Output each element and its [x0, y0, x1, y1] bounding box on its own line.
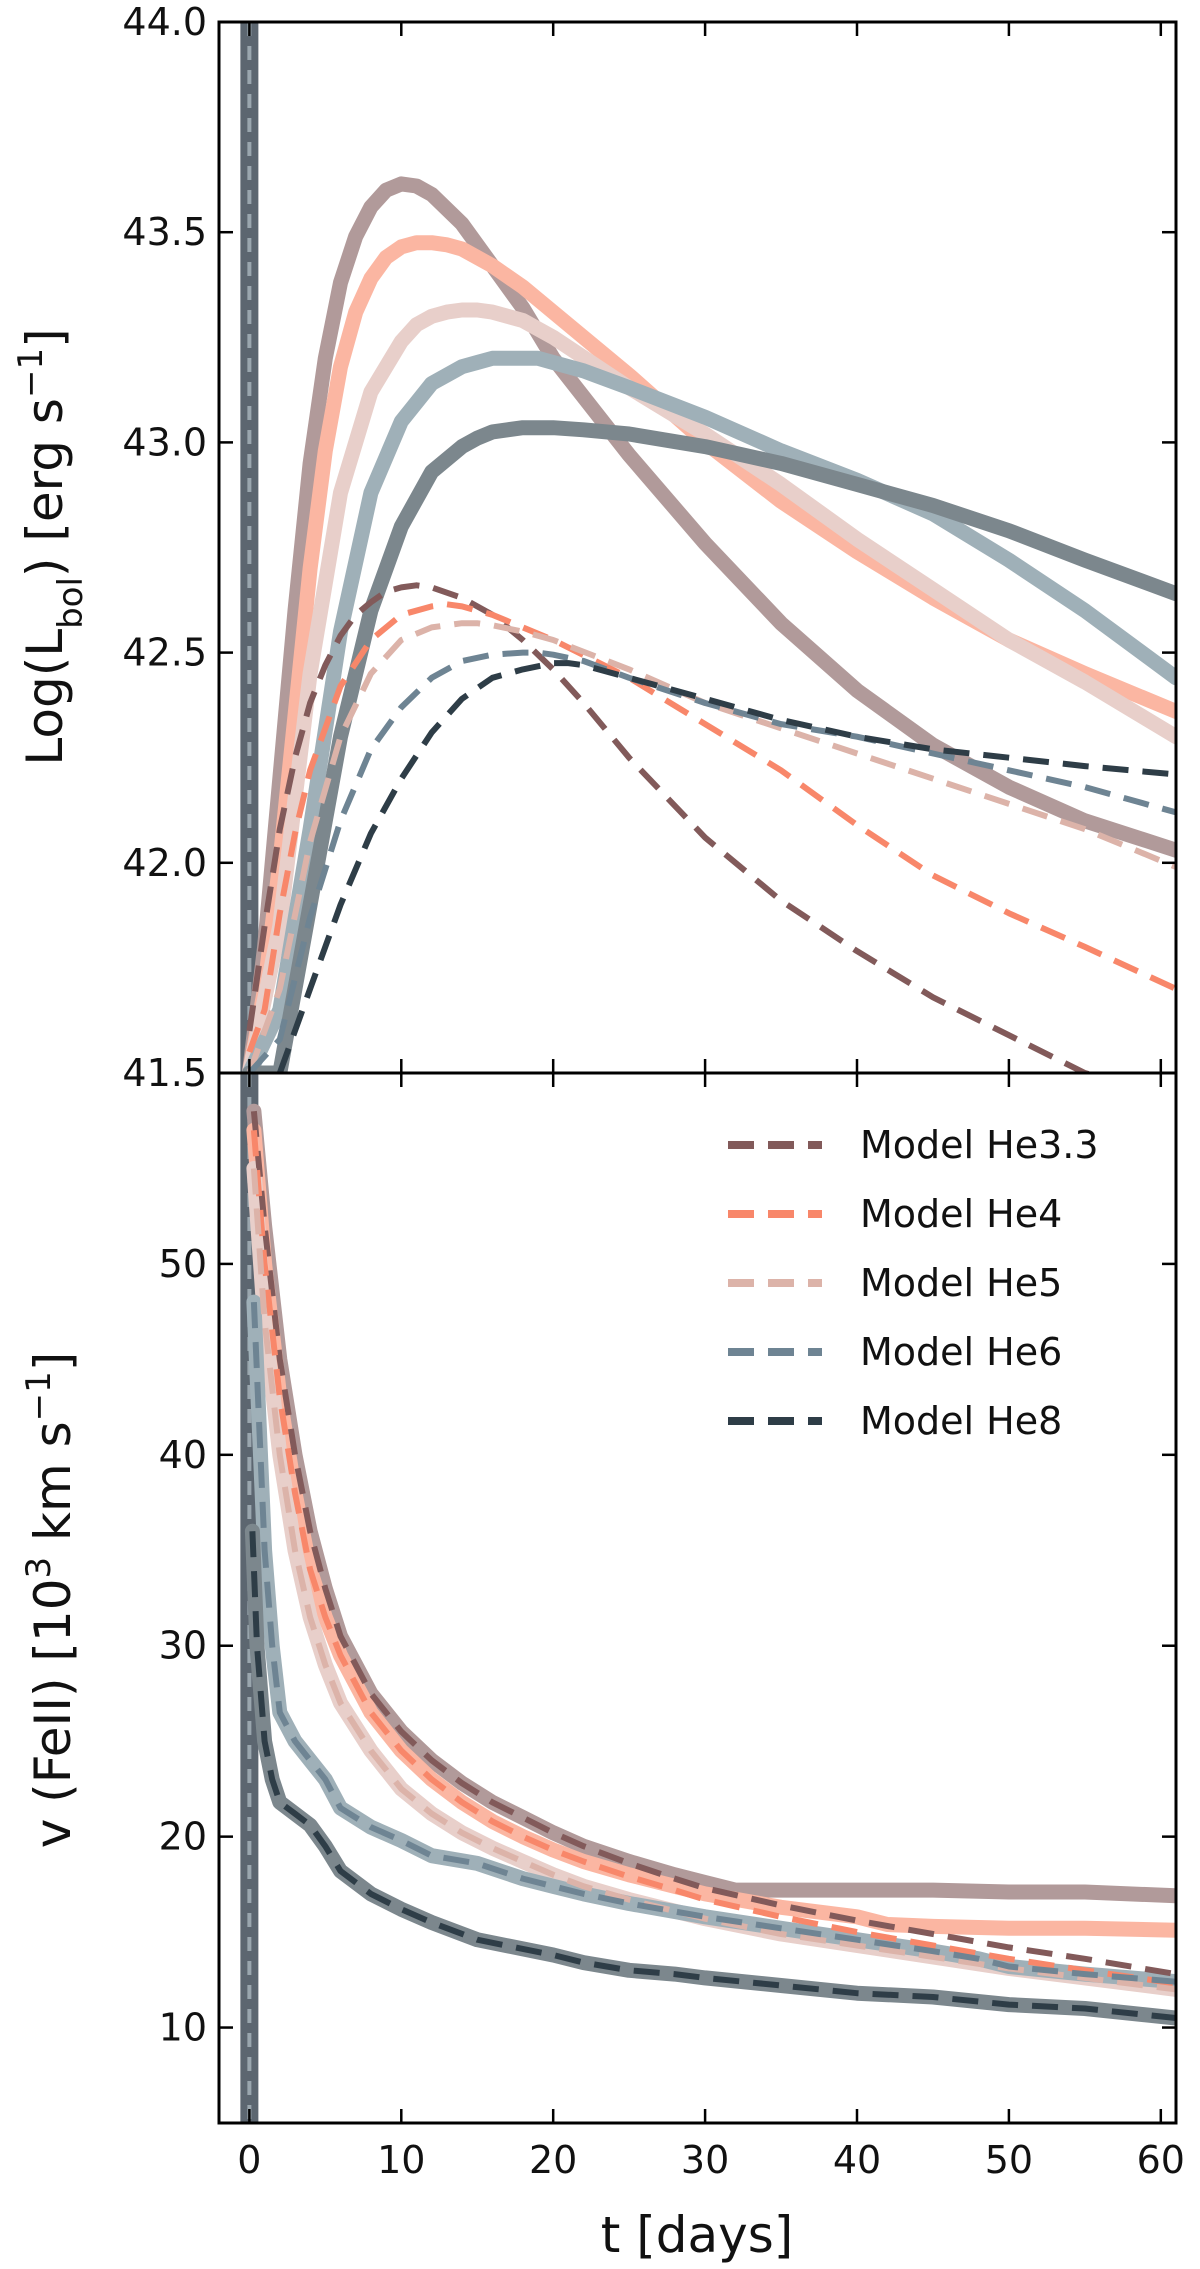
lum-ytick-label: 41.5	[122, 1051, 207, 1095]
lum-ytick-label: 43.0	[122, 420, 207, 464]
vel-xtick-label: 30	[681, 2138, 729, 2182]
vel-xtick-label: 20	[529, 2138, 577, 2182]
vel-xtick-label: 0	[237, 2138, 261, 2182]
x-axis-label: t [days]	[601, 2206, 794, 2264]
lum-line-He4-solid	[241, 235, 1176, 1073]
lum-ytick-label: 42.5	[122, 631, 207, 675]
vel-ytick-label: 50	[159, 1242, 207, 1286]
luminosity-y-axis-label: Log(Lbol) [erg s−1]	[11, 328, 91, 765]
luminosity-series-group	[240, 22, 1176, 1073]
vel-xtick-label: 50	[985, 2138, 1033, 2182]
vel-line-He3-3-dashed	[250, 1110, 1176, 1978]
vel-line-He4-dashed	[250, 1130, 1176, 1987]
lum-line-He8-solid	[241, 420, 1176, 1073]
lum-line-He5-dashed	[246, 620, 1176, 1073]
velocity-ticks: 0 10 20 30 40 50 60 10 20 30 40 50	[159, 1073, 1185, 2182]
vel-ytick-label: 10	[159, 2006, 207, 2050]
velocity-series-group	[240, 1073, 1176, 2123]
velocity-y-axis-label: v (FeII) [103 km s−1]	[19, 1352, 82, 1849]
lum-line-He6-solid	[241, 350, 1176, 1073]
legend-label: Model He3.3	[860, 1123, 1099, 1167]
vel-ytick-label: 30	[159, 1624, 207, 1668]
vel-ytick-label: 20	[159, 1815, 207, 1859]
vel-xtick-label: 60	[1137, 2138, 1185, 2182]
lum-ytick-label: 44.0	[122, 0, 207, 44]
legend-label: Model He8	[860, 1399, 1062, 1443]
vel-xtick-label: 40	[833, 2138, 881, 2182]
lum-line-He3-3-solid	[241, 176, 1176, 1073]
lum-line-He6-dashed	[247, 649, 1176, 1073]
vel-ytick-label: 40	[159, 1433, 207, 1477]
lum-line-He3-3-dashed	[246, 582, 1097, 1073]
lum-line-He5-solid	[241, 302, 1176, 1073]
lum-ytick-label: 42.0	[122, 841, 207, 885]
vel-line-He5-dashed	[250, 1168, 1176, 1993]
lum-line-He4-dashed	[246, 601, 1176, 1054]
legend-label: Model He5	[860, 1261, 1062, 1305]
luminosity-panel: 41.5 42.0 42.5 43.0 43.5 44.0 Log(Lbol) [erg …	[11, 0, 1178, 1095]
lum-line-He8-dashed	[276, 660, 1176, 1073]
vel-line-He4-solid	[246, 1122, 1176, 1938]
lum-ytick-label: 43.5	[122, 210, 207, 254]
vel-line-He8-dashed	[249, 1531, 1176, 2021]
vel-xtick-label: 10	[377, 2138, 425, 2182]
legend: Model He3.3 Model He4 Model He5 Model He6 Mo…	[728, 1123, 1099, 1443]
legend-label: Model He4	[860, 1192, 1062, 1236]
vel-line-He6-dashed	[250, 1301, 1176, 1985]
luminosity-ticks: 41.5 42.0 42.5 43.0 43.5 44.0	[122, 0, 1176, 1095]
legend-label: Model He6	[860, 1330, 1062, 1374]
velocity-plot-frame	[217, 1071, 1178, 2125]
